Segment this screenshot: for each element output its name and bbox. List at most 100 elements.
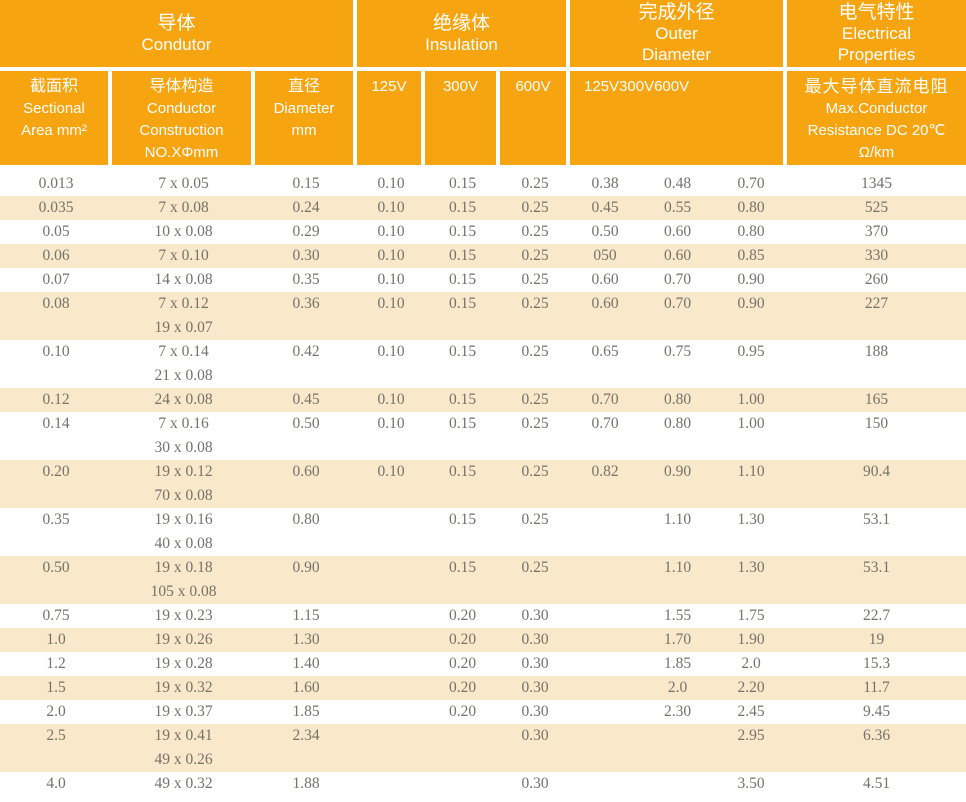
cell-resistance: 6.36 [862, 727, 891, 744]
header-resistance-zh: 最大导体直流电阻 [804, 77, 949, 96]
header-group-conductor-zh: 导体 [157, 12, 196, 34]
cell-ins-600: 0.25 [521, 343, 549, 360]
cell-area: 0.35 [42, 511, 70, 528]
cell-resistance: 227 [864, 295, 889, 312]
cell-resistance: 53.1 [862, 559, 891, 576]
cell-ins-600: 0.25 [521, 559, 549, 576]
construction-line: 19 x 0.26 [154, 631, 213, 648]
cell-ins-300: 0.15 [448, 295, 477, 312]
header-construction-zh: 导体构造 [149, 78, 214, 95]
table-row: 0.05 10 x 0.08 0.29 0.10 0.15 0.25 0.50 … [0, 220, 966, 244]
cell-ins-300: 0.15 [448, 223, 477, 240]
construction-line: 19 x 0.28 [154, 655, 213, 672]
cell-construction: 19 x 0.28 [112, 652, 255, 676]
cell-od-300: 0.60 [663, 223, 692, 240]
construction-line: 19 x 0.37 [154, 703, 213, 720]
cell-od-600: 0.80 [737, 199, 765, 216]
cell-od-300: 0.70 [663, 295, 692, 312]
header-sectional-area-zh: 截面积 [29, 78, 78, 95]
cell-od-600: 0.80 [737, 223, 765, 240]
cell-diameter: 1.85 [292, 703, 320, 720]
header-diameter-en2: mm [291, 122, 317, 139]
header-diameter-zh: 直径 [287, 78, 320, 95]
cell-construction: 19 x 0.37 [112, 700, 255, 724]
cell-od-300: 0.48 [663, 175, 692, 192]
cell-od-300: 0.80 [663, 415, 692, 432]
cell-ins-600: 0.25 [521, 463, 549, 480]
construction-line: 40 x 0.08 [154, 535, 213, 552]
cell-ins-125 [357, 724, 425, 772]
cell-area: 1.5 [46, 679, 66, 696]
cell-construction: 14 x 0.08 [112, 268, 255, 292]
cell-resistance: 53.1 [862, 511, 891, 528]
header-sectional-area: 截面积 Sectional Area mm² [0, 71, 112, 165]
cell-ins-600: 0.30 [521, 727, 549, 744]
table-row: 0.08 7 x 0.12 19 x 0.07 0.36 0.10 0.15 0.… [0, 292, 966, 340]
cell-resistance: 165 [864, 391, 889, 408]
cell-ins-300: 0.15 [448, 247, 477, 264]
construction-line: 7 x 0.05 [158, 175, 209, 192]
cell-resistance: 9.45 [862, 703, 891, 720]
cell-construction: 19 x 0.41 49 x 0.26 [112, 724, 255, 772]
cell-diameter: 1.15 [292, 607, 320, 624]
header-group-od-zh: 完成外径 [638, 2, 715, 23]
construction-line: 19 x 0.07 [154, 319, 213, 336]
cell-area: 0.013 [38, 175, 74, 192]
cell-resistance: 15.3 [862, 655, 891, 672]
construction-line: 19 x 0.16 [154, 511, 213, 528]
cell-od-125: 050 [593, 247, 617, 264]
cell-ins-600: 0.30 [521, 775, 549, 792]
cell-od-600: 1.30 [737, 511, 765, 528]
cell-od-125 [570, 700, 640, 724]
cell-ins-600: 0.25 [521, 247, 549, 264]
cell-ins-125 [357, 604, 425, 628]
table-row: 0.35 19 x 0.16 40 x 0.08 0.80 0.15 0.25 1… [0, 508, 966, 556]
cell-ins-125: 0.10 [377, 415, 405, 432]
cell-od-600: 2.95 [737, 727, 765, 744]
cell-ins-125: 0.10 [377, 343, 405, 360]
construction-line: 19 x 0.18 [154, 559, 213, 576]
cell-area: 1.0 [46, 631, 66, 648]
header-diameter: 直径 Diameter mm [255, 71, 357, 165]
cell-od-125: 0.50 [591, 223, 619, 240]
table-row: 2.5 19 x 0.41 49 x 0.26 2.34 0.30 2.95 6.… [0, 724, 966, 772]
cell-construction: 19 x 0.16 40 x 0.08 [112, 508, 255, 556]
cell-resistance: 330 [864, 247, 889, 264]
cell-ins-125 [357, 652, 425, 676]
header-od-125v: 125V [584, 78, 620, 95]
header-sectional-area-en2: Area mm² [21, 122, 87, 139]
cell-od-300: 1.10 [663, 559, 692, 576]
cell-ins-300: 0.20 [448, 607, 477, 624]
header-diameter-en1: Diameter [273, 100, 335, 117]
header-od-600v: 600V [654, 78, 690, 95]
construction-line: 7 x 0.12 [158, 295, 209, 312]
cell-area: 0.50 [42, 559, 70, 576]
cell-od-125 [570, 604, 640, 628]
header-resistance-en1: Max.Conductor [825, 100, 928, 117]
cell-od-125: 0.65 [591, 343, 619, 360]
cell-od-300: 0.80 [663, 391, 692, 408]
cell-od-300 [640, 724, 715, 772]
cell-area: 0.14 [42, 415, 70, 432]
table-row: 0.06 7 x 0.10 0.30 0.10 0.15 0.25 050 0.… [0, 244, 966, 268]
cell-ins-600: 0.25 [521, 511, 549, 528]
table-header: 导体 Condutor 绝缘体 Insulation 完成外径 Outer Di… [0, 0, 966, 165]
header-construction: 导体构造 Conductor Construction NO.XΦmm [112, 71, 255, 165]
cell-od-125 [570, 556, 640, 604]
table-row: 0.10 7 x 0.14 21 x 0.08 0.42 0.10 0.15 0.… [0, 340, 966, 388]
cell-diameter: 0.80 [292, 511, 320, 528]
cell-od-300: 0.90 [663, 463, 692, 480]
cell-diameter: 1.60 [292, 679, 320, 696]
construction-line: 21 x 0.08 [154, 367, 213, 384]
cell-ins-125: 0.10 [377, 223, 405, 240]
table-row: 0.035 7 x 0.08 0.24 0.10 0.15 0.25 0.45 … [0, 196, 966, 220]
cell-construction: 7 x 0.14 21 x 0.08 [112, 340, 255, 388]
cell-resistance: 90.4 [862, 463, 891, 480]
cell-od-600: 0.90 [737, 271, 765, 288]
header-group-electrical-en2: Properties [837, 45, 916, 64]
table-row: 1.5 19 x 0.32 1.60 0.20 0.30 2.0 2.20 11… [0, 676, 966, 700]
cell-ins-125 [357, 676, 425, 700]
header-group-electrical-en1: Electrical [842, 24, 911, 43]
cell-od-600: 3.50 [737, 775, 765, 792]
cell-ins-125: 0.10 [377, 247, 405, 264]
